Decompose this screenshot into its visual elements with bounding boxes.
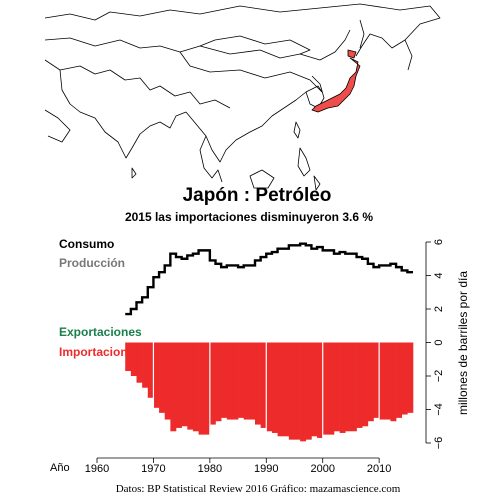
import-bar-1993	[283, 342, 290, 437]
import-bar-2004	[345, 342, 352, 432]
import-bar-1977	[192, 342, 199, 432]
x-tick-label-2000: 2000	[310, 463, 334, 475]
map-coast-north	[44, 3, 441, 57]
import-bar-2006	[356, 342, 363, 428]
import-bar-1991	[271, 342, 278, 433]
import-bar-2008	[367, 342, 374, 422]
map-border-indochina	[199, 135, 223, 183]
import-bar-1975	[181, 342, 188, 427]
import-bar-1983	[226, 342, 233, 420]
map-coast-taiwan	[293, 121, 301, 139]
legend-production: Producción	[59, 256, 125, 270]
import-bar-1988	[255, 342, 261, 425]
x-axis-label: Año	[50, 462, 70, 474]
x-tick-label-1980: 1980	[198, 463, 222, 475]
import-bar-1998	[311, 342, 318, 437]
map-border-se-asia	[185, 85, 323, 163]
import-bar-1982	[221, 342, 228, 418]
y-tick-label-6: 6	[433, 239, 445, 245]
series-lines	[125, 242, 413, 316]
import-bar-1972	[164, 342, 171, 420]
import-bar-2007	[362, 342, 369, 427]
x-tick-label-1970: 1970	[141, 463, 165, 475]
chart-subtitle: 2015 las importaciones disminuyeron 3.6 …	[125, 210, 373, 224]
import-bar-1997	[305, 342, 312, 440]
import-bar-1984	[232, 342, 239, 420]
y-axis: −6 −4 −2 0 2 4 6	[425, 239, 445, 450]
map-coast-kamchatka	[404, 39, 413, 71]
map-border-west	[44, 59, 231, 109]
map-coast-borneo	[249, 169, 275, 189]
map-coast-korea	[305, 75, 325, 109]
east-asia-map	[44, 3, 441, 191]
y-axis-label: millones de barriles por día	[456, 271, 470, 415]
source-note: Datos: BP Statistical Review 2016 Gráfic…	[116, 483, 401, 495]
chart-title: Japón : Petróleo	[183, 185, 332, 206]
import-bar-1987	[249, 342, 256, 420]
import-bar-2015	[407, 342, 414, 413]
import-bar-1976	[187, 342, 194, 430]
y-tick-label-2: 2	[433, 306, 445, 312]
import-bar-2002	[334, 342, 340, 432]
y-tick-label-0: 0	[433, 339, 445, 345]
import-bar-2011	[384, 342, 391, 420]
import-bar-1980	[209, 342, 216, 425]
import-bar-1989	[260, 342, 267, 428]
map-coast-arabia	[44, 109, 71, 143]
import-bar-2005	[350, 342, 357, 432]
y-tick-label--6: −6	[433, 437, 445, 450]
import-bar-1969	[147, 342, 154, 398]
import-bar-1999	[317, 342, 324, 438]
import-bar-2010	[379, 342, 386, 420]
y-tick-label--4: −4	[433, 403, 445, 416]
import-bar-1995	[294, 342, 301, 440]
map-coast-sri-lanka	[131, 167, 137, 179]
import-bar-2001	[328, 342, 335, 435]
import-bar-1985	[238, 342, 245, 418]
y-tick-label--2: −2	[433, 370, 445, 383]
legend-exports: Exportaciones	[59, 325, 142, 339]
import-bar-1992	[277, 342, 284, 437]
consumption-line	[125, 242, 413, 316]
y-tick-label-4: 4	[433, 272, 445, 278]
legend-consumption: Consumo	[59, 237, 114, 251]
import-bar-2003	[339, 342, 346, 433]
x-tick-label-1960: 1960	[85, 463, 109, 475]
import-bar-1966	[130, 342, 137, 376]
import-bar-1971	[159, 342, 166, 413]
map-coast-philippines	[297, 147, 321, 191]
year-grid	[152, 242, 380, 443]
import-bar-1965	[125, 342, 132, 371]
map-border-mongolia	[199, 35, 311, 55]
import-bar-2009	[373, 342, 380, 418]
x-tick-label-1990: 1990	[254, 463, 278, 475]
import-bar-1986	[243, 342, 250, 420]
map-border-china-north	[179, 51, 323, 93]
import-bar-1996	[300, 342, 307, 442]
import-bar-2000	[322, 342, 329, 435]
import-bar-1973	[170, 342, 177, 432]
import-bar-1990	[266, 342, 273, 432]
import-bar-1994	[288, 342, 295, 440]
import-bar-1968	[142, 342, 149, 388]
import-bar-2012	[390, 342, 397, 422]
map-border-central-asia	[44, 29, 351, 61]
import-bar-2013	[396, 342, 403, 418]
map-coast-sakhalin	[359, 19, 365, 49]
map-border-south-asia	[59, 69, 187, 159]
import-bar-1978	[198, 342, 205, 435]
x-axis: 1960 1970 1980 1990 2000 2010	[85, 457, 391, 475]
import-bar-1981	[215, 342, 222, 422]
legend-imports: Importaciones	[59, 345, 141, 359]
map-country-japan	[311, 49, 361, 113]
import-bar-1979	[204, 342, 211, 435]
import-bar-1967	[136, 342, 143, 383]
import-bar-2014	[401, 342, 408, 415]
imports-bars	[125, 342, 414, 442]
x-tick-label-2010: 2010	[367, 463, 391, 475]
import-bar-1970	[153, 342, 160, 408]
import-bar-1974	[176, 342, 182, 428]
